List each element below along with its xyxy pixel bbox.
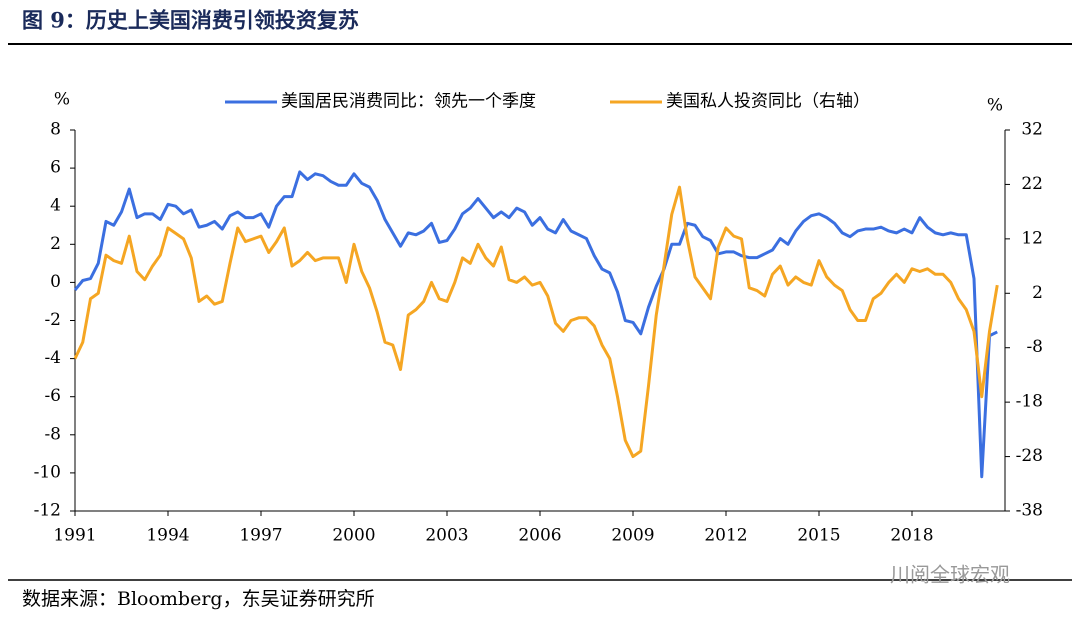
y2-tick-label: 22 <box>1021 174 1043 194</box>
x-tick-label: 1994 <box>146 526 189 546</box>
y2-tick-label: 12 <box>1021 228 1043 248</box>
y-tick-label: -8 <box>44 424 61 444</box>
x-tick-label: 2009 <box>611 526 654 546</box>
watermark: 川阅全球宏观 <box>890 563 1010 587</box>
x-tick-label: 2015 <box>797 526 840 546</box>
series-line <box>73 185 999 459</box>
y2-tick-label: -18 <box>1016 392 1043 412</box>
chart-title: 图 9：历史上美国消费引领投资复苏 <box>22 8 359 33</box>
x-tick-label: 2003 <box>425 526 468 546</box>
x-tick-label: 1991 <box>53 526 96 546</box>
y2-tick-label: -28 <box>1016 446 1043 466</box>
legend-label: 美国私人投资同比（右轴） <box>666 92 870 112</box>
series-line <box>73 170 998 479</box>
y2-unit: % <box>987 96 1003 116</box>
y-tick-label: -4 <box>44 348 61 368</box>
y-tick-label: -10 <box>34 462 61 482</box>
y2-tick-label: -8 <box>1026 337 1043 357</box>
y-tick-label: -2 <box>44 310 61 330</box>
y2-tick-label: -38 <box>1016 501 1043 521</box>
x-tick-label: 2018 <box>890 526 933 546</box>
y-tick-label: 2 <box>50 234 61 254</box>
y-tick-label: 8 <box>50 120 61 140</box>
x-tick-label: 2000 <box>332 526 375 546</box>
source: 数据来源：Bloomberg，东吴证券研究所 <box>22 588 375 610</box>
y-tick-label: 6 <box>50 158 61 178</box>
y-tick-label: 0 <box>50 272 61 292</box>
y2-tick-label: 2 <box>1032 283 1043 303</box>
y-tick-label: 4 <box>50 196 61 216</box>
y-tick-label: -6 <box>44 386 61 406</box>
legend-label: 美国居民消费同比：领先一个季度 <box>281 92 536 112</box>
y-tick-label: -12 <box>34 501 61 521</box>
x-tick-label: 2012 <box>704 526 747 546</box>
x-tick-label: 1997 <box>239 526 282 546</box>
y-unit: % <box>54 90 70 110</box>
x-tick-label: 2006 <box>518 526 561 546</box>
y2-tick-label: 32 <box>1021 120 1043 140</box>
